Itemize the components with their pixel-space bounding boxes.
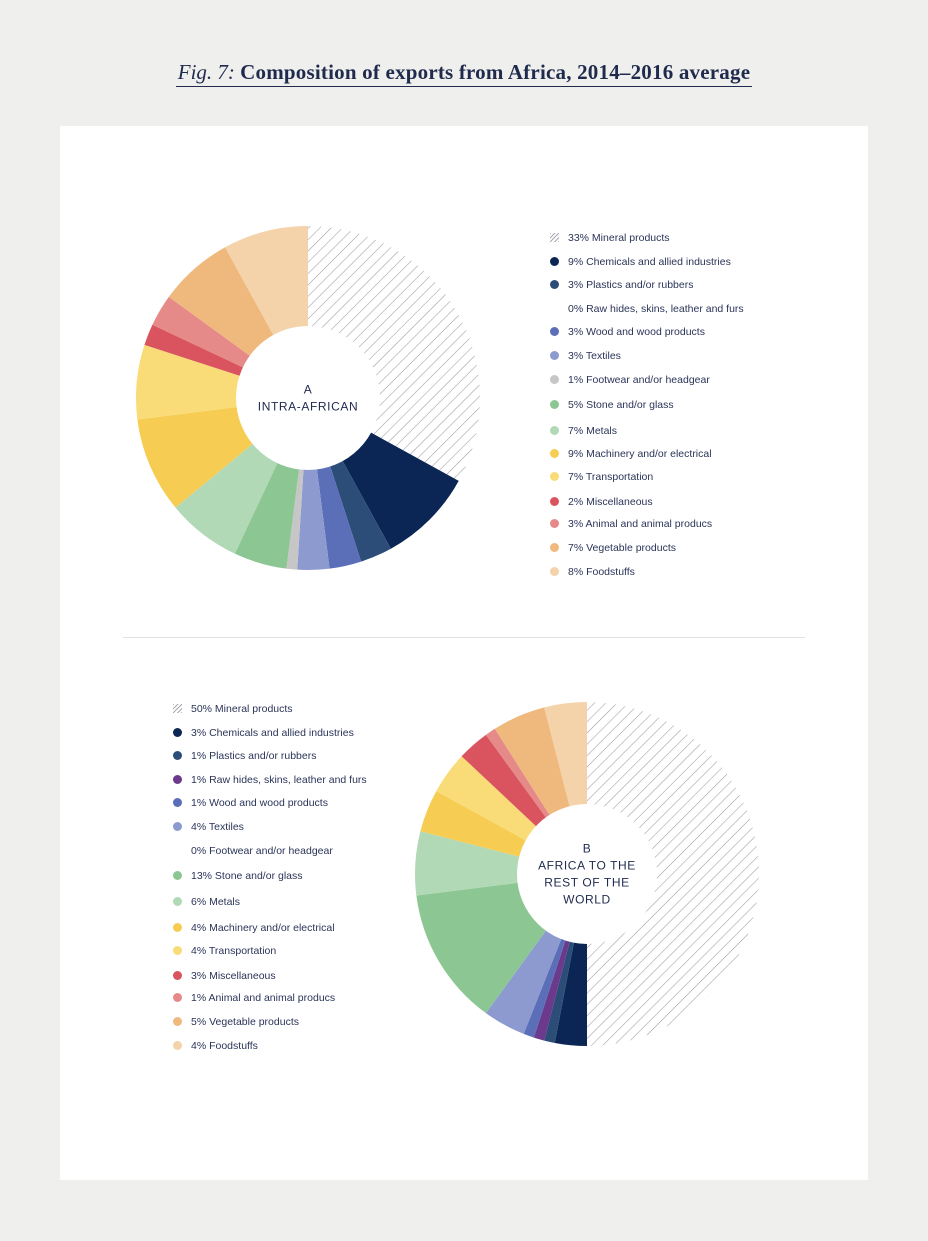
legend-label: 3% Animal and animal producs: [568, 518, 713, 530]
legend-label: 8% Foodstuffs: [568, 566, 635, 578]
figure-title-text: Composition of exports from Africa, 2014…: [240, 60, 751, 84]
legend-label: 4% Transportation: [191, 945, 277, 957]
legend-swatch: [550, 400, 559, 409]
chart-center-label: AFRICA TO THE: [538, 859, 636, 873]
legend-swatch: [173, 993, 182, 1002]
legend-swatch: [173, 946, 182, 955]
legend-label: 9% Chemicals and allied industries: [568, 256, 731, 268]
figure-panel: A INTRA-AFRICAN 33% Mineral products 9% Ch…: [60, 126, 868, 1180]
legend-swatch: [550, 327, 559, 336]
legend-label: 4% Machinery and/or electrical: [191, 922, 335, 934]
legend-label: 50% Mineral products: [191, 703, 293, 715]
legend-swatch: [173, 1041, 182, 1050]
legend-swatch: [173, 897, 182, 906]
legend-swatch: [173, 1017, 182, 1026]
legend-label: 1% Wood and wood products: [191, 797, 328, 809]
legend-swatch: [173, 728, 182, 737]
legend-label: 7% Transportation: [568, 471, 654, 483]
legend-swatch: [550, 375, 559, 384]
chart-letter-label: B: [583, 842, 592, 856]
legend-label: 1% Plastics and/or rubbers: [191, 750, 317, 762]
donut-hole: [517, 804, 657, 944]
legend-label: 33% Mineral products: [568, 232, 670, 244]
legend-africa-to-world: 50% Mineral products 3% Chemicals and all…: [173, 701, 473, 1061]
legend-label: 9% Machinery and/or electrical: [568, 448, 712, 460]
legend-swatch: [550, 257, 559, 266]
section-divider: [123, 637, 805, 638]
legend-swatch: [550, 280, 559, 289]
legend-swatch: [550, 449, 559, 458]
legend-label: 0% Raw hides, skins, leather and furs: [568, 303, 744, 315]
chart-letter-label: A: [304, 383, 313, 397]
legend-label: 0% Footwear and/or headgear: [191, 845, 333, 857]
legend-swatch: [173, 751, 182, 760]
legend-swatch: [550, 567, 559, 576]
legend-swatch: [173, 704, 182, 713]
legend-label: 6% Metals: [191, 896, 241, 908]
legend-swatch: [173, 971, 182, 980]
figure-label: Fig. 7:: [177, 60, 235, 84]
legend-label: 1% Footwear and/or headgear: [568, 374, 710, 386]
legend-swatch: [173, 798, 182, 807]
legend-label: 3% Chemicals and allied industries: [191, 727, 354, 739]
legend-label: 3% Plastics and/or rubbers: [568, 279, 694, 291]
legend-label: 7% Vegetable products: [568, 542, 676, 554]
figure-title-underline: Fig. 7: Composition of exports from Afri…: [175, 60, 753, 87]
legend-swatch: [550, 351, 559, 360]
legend-swatch: [173, 822, 182, 831]
legend-label: 3% Textiles: [568, 350, 621, 362]
chart-center-label: WORLD: [563, 893, 611, 907]
legend-swatch: [550, 426, 559, 435]
legend-swatch: [173, 923, 182, 932]
legend-swatch: [550, 519, 559, 528]
chart-center-label: INTRA-AFRICAN: [258, 400, 358, 414]
slice-metals: [415, 831, 587, 896]
legend-label: 5% Vegetable products: [191, 1016, 299, 1028]
legend-swatch: [550, 543, 559, 552]
legend-swatch: [173, 775, 182, 784]
legend-label: 3% Wood and wood products: [568, 326, 705, 338]
legend-label: 7% Metals: [568, 425, 618, 437]
legend-label: 13% Stone and/or glass: [191, 870, 303, 882]
slice-textiles: [297, 398, 330, 570]
legend-label: 2% Miscellaneous: [568, 496, 653, 508]
legend-swatch: [550, 472, 559, 481]
legend-swatch: [550, 233, 559, 242]
legend-label: 5% Stone and/or glass: [568, 399, 674, 411]
legend-label: 4% Foodstuffs: [191, 1040, 258, 1052]
donut-chart-intra-african: A INTRA-AFRICAN: [136, 226, 480, 570]
legend-label: 1% Raw hides, skins, leather and furs: [191, 774, 367, 786]
donut-chart-africa-to-world: B AFRICA TO THE REST OF THE WORLD: [415, 702, 759, 1046]
legend-label: 3% Miscellaneous: [191, 970, 276, 982]
chart-center-label: REST OF THE: [544, 876, 630, 890]
donut-hole: [236, 326, 380, 470]
slice-mineral-products: [587, 702, 759, 1046]
legend-intra-african: 33% Mineral products 9% Chemicals and all…: [550, 230, 850, 590]
figure-title: Fig. 7: Composition of exports from Afri…: [0, 60, 928, 87]
legend-swatch: [550, 497, 559, 506]
legend-swatch: [173, 871, 182, 880]
legend-label: 4% Textiles: [191, 821, 244, 833]
legend-label: 1% Animal and animal producs: [191, 992, 336, 1004]
